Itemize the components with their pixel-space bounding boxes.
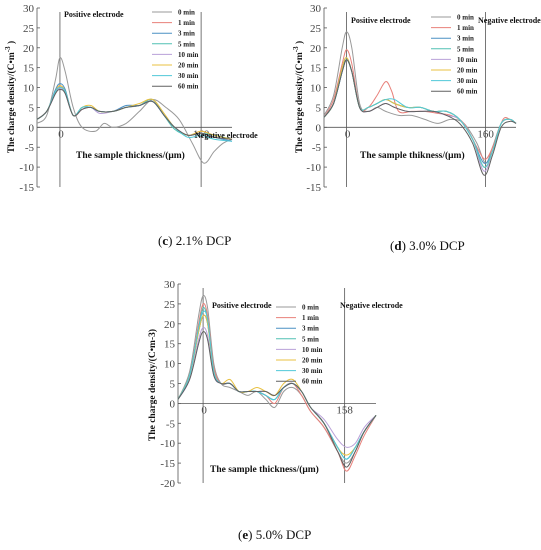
y-tick-label: 20 [310, 43, 322, 55]
negative-electrode-label: Negative electrode [195, 131, 258, 140]
y-tick-label: 0 [29, 122, 35, 134]
y-tick-label: 5 [316, 102, 322, 114]
legend-entry: 0 min [457, 14, 474, 22]
y-tick-label: 30 [310, 3, 322, 15]
y-tick-label: -5 [25, 142, 35, 154]
negative-electrode-label: Negative electrode [478, 16, 541, 25]
y-tick-label: 15 [23, 63, 35, 75]
y-tick-label: -15 [306, 182, 321, 194]
y-tick-label: 10 [164, 359, 176, 371]
x-tick-label-zero: 0 [58, 128, 64, 140]
x-tick-label-negative: 160 [193, 128, 210, 140]
x-tick-label-negative: 160 [477, 128, 494, 140]
series-line-10-min [177, 327, 377, 448]
legend-entry: 5 min [457, 45, 474, 53]
chart-panel-c: -15 -10 -5 0 5 10 15 20 25 30 0 160 Positive electro… [4, 3, 258, 194]
legend-entry: 3 min [457, 35, 474, 43]
y-tick-label: 25 [23, 23, 35, 35]
y-tick-label: -5 [166, 418, 176, 430]
y-tick-label: 20 [164, 319, 176, 331]
y-tick-label: 15 [164, 339, 176, 351]
series-line-0-min [323, 31, 517, 164]
x-axis-label: The sample thickness/(μm) [76, 150, 185, 161]
legend-entry: 10 min [178, 51, 199, 59]
y-tick-label: 0 [170, 398, 176, 410]
positive-electrode-label: Positive electrode [212, 301, 272, 310]
legend-entry: 60 min [457, 88, 478, 96]
series-line-60-min [36, 88, 233, 140]
x-tick-label-zero: 0 [345, 128, 351, 140]
y-axis-label: The charge density/(C•m-3 ) [292, 41, 305, 153]
legend-entry: 0 min [302, 304, 319, 312]
legend-entry: 30 min [457, 77, 478, 85]
y-tick-label: 10 [23, 83, 35, 95]
series-line-0-min [36, 57, 233, 164]
legend-entry: 20 min [178, 62, 199, 70]
legend-entry: 30 min [302, 367, 323, 375]
caption-c: (c) 2.1% DCP [158, 233, 232, 248]
x-axis-label: The sample thikness/(μm) [360, 150, 465, 161]
series-line-1-min [323, 49, 517, 160]
y-tick-label: 5 [29, 102, 35, 114]
legend-entry: 1 min [457, 24, 474, 32]
legend-entry: 3 min [178, 30, 195, 38]
legend-entry: 20 min [457, 67, 478, 75]
chart-panel-d: -15 -10 -5 0 5 10 15 20 25 30 0 160 Positive electro… [292, 3, 541, 194]
y-tick-label: 25 [164, 299, 176, 311]
x-axis-label: The sample thickness/(μm) [210, 464, 319, 475]
positive-electrode-label: Positive electrode [64, 10, 124, 19]
chart-panel-e: -20 -15 -10 -5 0 5 10 15 20 25 30 0 158 Positive elec… [147, 279, 403, 490]
y-axis-label: The charge density/(C•m-3) [147, 329, 158, 441]
y-axis-label: The charge density/(C•m-3 ) [4, 41, 17, 153]
series-line-30-min [177, 310, 377, 460]
y-tick-label: 30 [164, 279, 176, 291]
y-tick-label: -15 [160, 458, 175, 470]
legend-entry: 5 min [178, 40, 195, 48]
y-tick-label: 30 [23, 3, 35, 15]
legend-entry: 30 min [178, 72, 199, 80]
legend-entry: 10 min [302, 346, 323, 354]
caption-d: (d) 3.0% DCP [390, 238, 465, 253]
x-tick-label-negative: 158 [336, 404, 353, 416]
y-tick-label: -10 [19, 162, 34, 174]
series-line-60-min [323, 59, 517, 176]
positive-electrode-label: Positive electrode [351, 16, 411, 25]
y-tick-label: -15 [19, 182, 34, 194]
y-tick-label: 15 [310, 63, 322, 75]
legend-entry: 1 min [302, 314, 319, 322]
y-tick-label: 10 [310, 83, 322, 95]
y-tick-label: -10 [160, 438, 175, 450]
legend-entry: 60 min [178, 83, 199, 91]
caption-e: (e) 5.0% DCP [238, 527, 312, 542]
y-tick-label: -5 [312, 142, 322, 154]
legend-entry: 60 min [302, 378, 323, 386]
x-tick-label-zero: 0 [201, 404, 207, 416]
series-line-5-min [177, 307, 377, 460]
y-tick-label: 20 [23, 43, 35, 55]
y-tick-label: 5 [170, 379, 176, 391]
y-tick-label: 0 [316, 122, 322, 134]
negative-electrode-label: Negative electrode [340, 301, 403, 310]
series-line-0-min [177, 295, 377, 464]
y-tick-label: -10 [306, 162, 321, 174]
series-line-1-min [177, 303, 377, 472]
legend-entry: 5 min [302, 335, 319, 343]
y-tick-label: 25 [310, 23, 322, 35]
legend-entry: 3 min [302, 325, 319, 333]
legend-entry: 20 min [302, 357, 323, 365]
legend-entry: 10 min [457, 56, 478, 64]
legend-entry: 1 min [178, 19, 195, 27]
y-tick-label: -20 [160, 478, 175, 490]
series-line-60-min [177, 331, 377, 468]
legend-entry: 0 min [178, 9, 195, 17]
